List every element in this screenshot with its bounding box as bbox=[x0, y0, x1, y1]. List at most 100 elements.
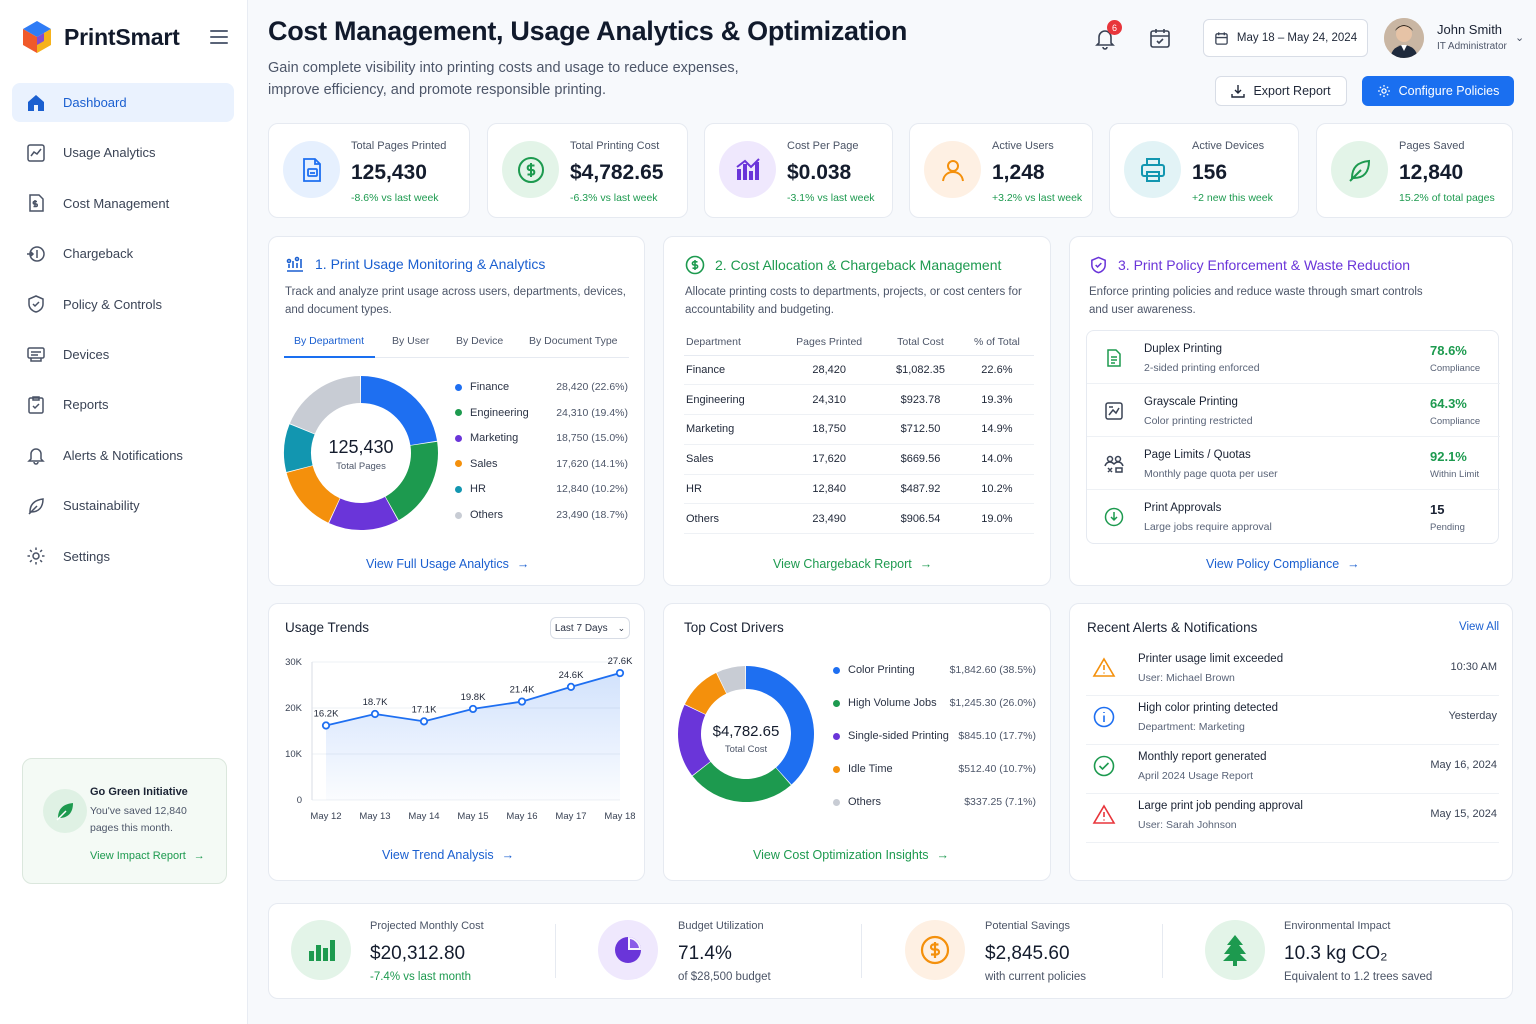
trend-point[interactable] bbox=[370, 709, 380, 719]
sidebar-item-policy-controls[interactable]: Policy & Controls bbox=[12, 285, 234, 324]
sidebar-item-settings[interactable]: Settings bbox=[12, 537, 234, 576]
donut-slice-others[interactable] bbox=[716, 666, 746, 694]
donut-slice-finance[interactable] bbox=[361, 376, 438, 446]
sidebar-item-label: Chargeback bbox=[63, 246, 134, 262]
view-chargeback-report-link[interactable]: View Chargeback Report → bbox=[773, 557, 932, 571]
alert-item[interactable]: Large print job pending approval User: S… bbox=[1086, 794, 1499, 843]
donut-slice-marketing[interactable] bbox=[329, 496, 398, 530]
date-range-picker[interactable]: May 18 – May 24, 2024 bbox=[1203, 19, 1368, 57]
tab-by-document-type[interactable]: By Document Type bbox=[529, 335, 618, 347]
alert-item[interactable]: High color printing detected Department:… bbox=[1086, 696, 1499, 745]
sidebar-item-sustainability[interactable]: Sustainability bbox=[12, 486, 234, 525]
alert-item[interactable]: Monthly report generated April 2024 Usag… bbox=[1086, 745, 1499, 794]
table-row[interactable]: Sales 17,620 $669.56 14.0% bbox=[684, 444, 1034, 475]
legend-item[interactable]: Marketing bbox=[455, 432, 518, 444]
hamburger-menu-icon[interactable] bbox=[210, 30, 228, 44]
alert-item[interactable]: Printer usage limit exceeded User: Micha… bbox=[1086, 647, 1499, 696]
trend-point[interactable] bbox=[321, 721, 331, 730]
data-label: 16.2K bbox=[314, 708, 339, 719]
trend-point[interactable] bbox=[468, 704, 478, 714]
legend-item[interactable]: Others bbox=[833, 796, 881, 808]
legend-item[interactable]: Single-sided Printing bbox=[833, 730, 949, 742]
table-row[interactable]: HR 12,840 $487.92 10.2% bbox=[684, 474, 1034, 505]
donut-slice-idle-time[interactable] bbox=[684, 672, 727, 715]
donut-slice-hr[interactable] bbox=[284, 424, 315, 472]
donut-slice-engineering[interactable] bbox=[385, 441, 438, 521]
legend-item[interactable]: High Volume Jobs bbox=[833, 697, 937, 709]
trend-point[interactable] bbox=[615, 668, 625, 678]
sidebar-item-devices[interactable]: Devices bbox=[12, 335, 234, 374]
brand[interactable]: PrintSmart bbox=[22, 20, 180, 54]
configure-policies-button[interactable]: Configure Policies bbox=[1362, 76, 1514, 106]
policy-card bbox=[1069, 236, 1513, 586]
legend-item[interactable]: Others bbox=[455, 509, 503, 521]
legend-value: 24,310 (19.4%) bbox=[556, 406, 628, 419]
arrow-right-icon: → bbox=[1347, 557, 1360, 571]
configure-label: Configure Policies bbox=[1398, 84, 1500, 98]
tab-by-user[interactable]: By User bbox=[392, 335, 430, 347]
legend-item[interactable]: Finance bbox=[455, 381, 509, 393]
sidebar-item-alerts[interactable]: Alerts & Notifications bbox=[12, 436, 234, 475]
sidebar-item-label: Devices bbox=[63, 346, 110, 362]
table-cell: 10.2% bbox=[959, 474, 1034, 505]
calendar-button[interactable] bbox=[1148, 26, 1172, 50]
sidebar-nav: Dashboard Usage Analytics Cost Managemen… bbox=[12, 83, 234, 587]
sidebar-item-reports[interactable]: Reports bbox=[12, 385, 234, 424]
legend-swatch bbox=[833, 765, 840, 773]
view-policy-compliance-link[interactable]: View Policy Compliance → bbox=[1206, 557, 1360, 571]
legend-label: Idle Time bbox=[848, 763, 893, 775]
table-row[interactable]: Others 23,490 $906.54 19.0% bbox=[684, 503, 1034, 535]
legend-item[interactable]: HR bbox=[455, 483, 486, 495]
donut-slice-single-sided-printing[interactable] bbox=[678, 704, 711, 776]
policy-item-duplex[interactable]: Duplex Printing 2-sided printing enforce… bbox=[1087, 331, 1500, 384]
sidebar-item-usage-analytics[interactable]: Usage Analytics bbox=[12, 133, 234, 172]
legend-item[interactable]: Sales bbox=[455, 458, 498, 470]
donut-slice-sales[interactable] bbox=[286, 465, 340, 523]
legend-item[interactable]: Color Printing bbox=[833, 664, 915, 676]
usage-section-title: 1. Print Usage Monitoring & Analytics bbox=[285, 255, 545, 273]
link-label: View Cost Optimization Insights bbox=[753, 848, 929, 862]
table-row[interactable]: Marketing 18,750 $712.50 14.9% bbox=[684, 414, 1034, 445]
view-trend-analysis-link[interactable]: View Trend Analysis → bbox=[382, 848, 514, 862]
avatar[interactable] bbox=[1384, 18, 1424, 58]
chargeback-icon bbox=[27, 245, 45, 262]
sidebar-item-cost-management[interactable]: Cost Management bbox=[12, 184, 234, 223]
policy-value: 92.1% bbox=[1430, 449, 1467, 464]
table-cell: Marketing bbox=[684, 414, 778, 445]
donut-slice-color-printing[interactable] bbox=[746, 666, 814, 785]
donut-slice-others[interactable] bbox=[289, 376, 361, 434]
sidebar-item-dashboard[interactable]: Dashboard bbox=[12, 83, 234, 122]
policy-item-grayscale[interactable]: Grayscale Printing Color printing restri… bbox=[1087, 384, 1500, 437]
logo-icon bbox=[23, 21, 51, 53]
view-cost-optimization-link[interactable]: View Cost Optimization Insights → bbox=[753, 848, 949, 862]
summary-sub: of $28,500 budget bbox=[678, 971, 771, 983]
trend-point[interactable] bbox=[517, 697, 527, 706]
legend-item[interactable]: Idle Time bbox=[833, 763, 893, 775]
view-impact-report-link[interactable]: View Impact Report → bbox=[90, 850, 205, 862]
pie-chart-icon bbox=[598, 920, 658, 980]
alert-title: Large print job pending approval bbox=[1138, 800, 1303, 812]
tab-by-department[interactable]: By Department bbox=[294, 335, 365, 347]
notifications-button[interactable]: 6 bbox=[1093, 20, 1122, 50]
trend-period-select[interactable]: Last 7 Days ⌄ bbox=[550, 617, 630, 639]
legend-item[interactable]: Engineering bbox=[455, 407, 529, 419]
policy-item-approvals[interactable]: Print Approvals Large jobs require appro… bbox=[1087, 490, 1500, 543]
view-all-alerts-link[interactable]: View All bbox=[1459, 621, 1500, 633]
policy-item-quotas[interactable]: Page Limits / Quotas Monthly page quota … bbox=[1087, 437, 1500, 490]
export-report-button[interactable]: Export Report bbox=[1215, 76, 1347, 106]
leaf-icon bbox=[1331, 141, 1388, 198]
link-label: View Full Usage Analytics bbox=[366, 557, 509, 571]
table-cell: $487.92 bbox=[881, 474, 960, 505]
shield-check-icon bbox=[1091, 256, 1106, 274]
trend-point[interactable] bbox=[566, 682, 576, 691]
table-row[interactable]: Finance 28,420 $1,082.35 22.6% bbox=[684, 355, 1034, 386]
legend-value: 18,750 (15.0%) bbox=[556, 432, 628, 445]
table-row[interactable]: Engineering 24,310 $923.78 19.3% bbox=[684, 384, 1034, 416]
alert-subtitle: User: Michael Brown bbox=[1138, 672, 1235, 684]
trend-point[interactable] bbox=[419, 717, 429, 726]
tab-by-device[interactable]: By Device bbox=[456, 335, 504, 347]
donut-slice-high-volume-jobs[interactable] bbox=[692, 761, 791, 802]
sidebar-item-chargeback[interactable]: Chargeback bbox=[12, 234, 234, 273]
chevron-down-icon[interactable]: ⌄ bbox=[1515, 32, 1525, 44]
view-full-usage-analytics-link[interactable]: View Full Usage Analytics → bbox=[366, 557, 529, 571]
